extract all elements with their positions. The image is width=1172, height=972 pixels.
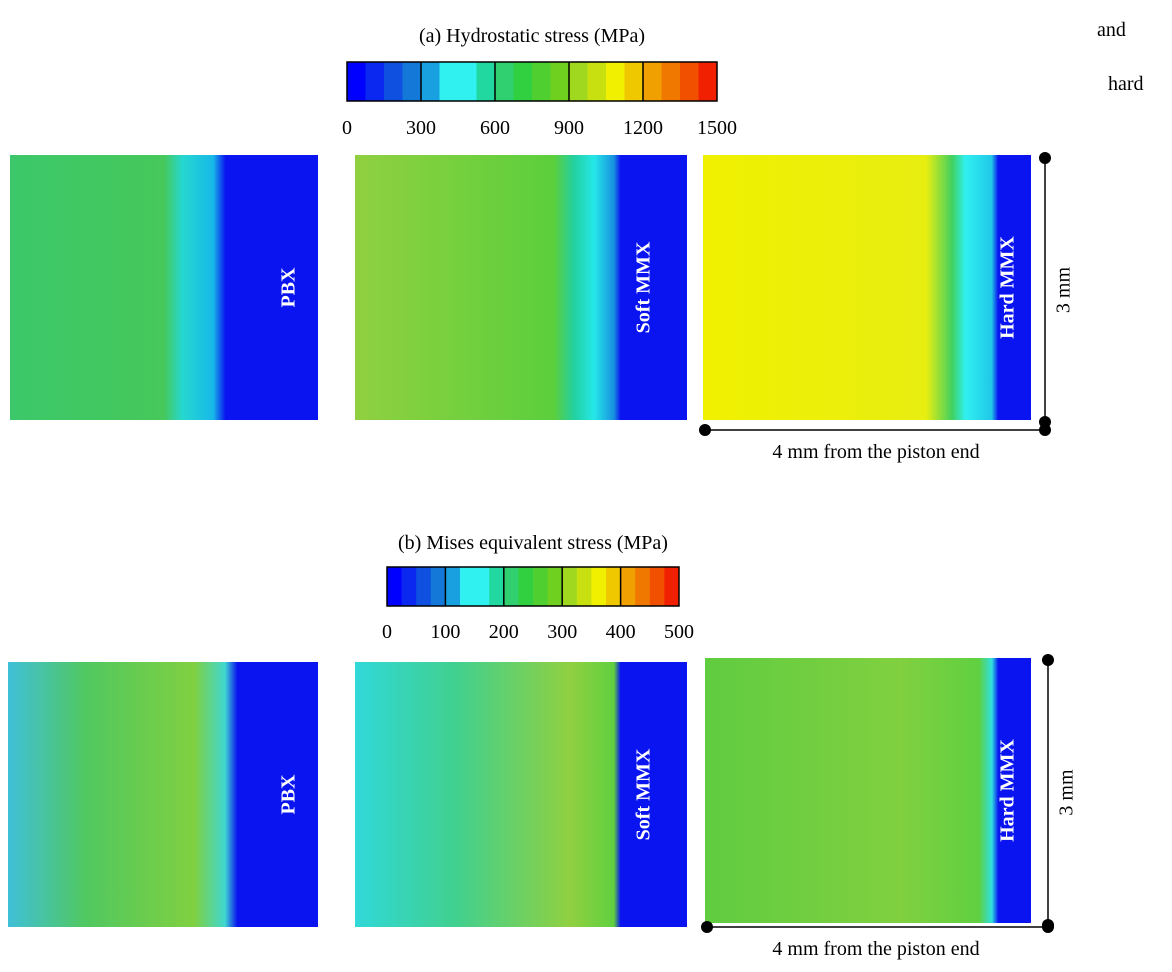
colorbar-segment [460, 567, 476, 606]
colorbar-segment [384, 62, 403, 101]
scale-label: 3 mm [1056, 769, 1078, 816]
colorbar-segment [387, 567, 403, 606]
colorbar-segment [489, 567, 505, 606]
colorbar-tick-label: 300 [547, 621, 577, 643]
colorbar-segment [476, 62, 496, 101]
colorbar-segment [643, 62, 662, 101]
colorbar-segment [439, 62, 459, 101]
colorbar-tick-label: 500 [664, 621, 694, 643]
colorbar-segment [445, 567, 461, 606]
colorbar-segment [430, 567, 446, 606]
colorbar-segment [518, 567, 534, 606]
panel-title: (b) Mises equivalent stress (MPa) [398, 532, 668, 554]
colorbar-segment [698, 62, 718, 101]
colorbar-segment [587, 62, 607, 101]
colorbar-tick-label: 0 [342, 117, 352, 139]
scale-label: 4 mm from the piston end [772, 441, 979, 463]
colorbar-segment [547, 567, 563, 606]
material-label: Soft MMX [633, 241, 655, 333]
colorbar-segment [606, 567, 622, 606]
colorbar-segment [533, 567, 549, 606]
colorbar-tick-label: 300 [406, 117, 436, 139]
colorbar-tick-label: 900 [554, 117, 584, 139]
colorbar-segment [401, 567, 417, 606]
panel-title: (a) Hydrostatic stress (MPa) [419, 25, 645, 47]
colorbar-segment [624, 62, 644, 101]
colorbar-segment [661, 62, 681, 101]
colorbar-tick-label: 1200 [623, 117, 663, 139]
colorbar-segment [620, 567, 636, 606]
colorbar-tick-label: 200 [489, 621, 519, 643]
colorbar-segment [606, 62, 625, 101]
contour-image [355, 155, 687, 420]
contour-image [703, 155, 1031, 420]
scale-label: 3 mm [1053, 267, 1075, 314]
scale-label: 4 mm from the piston end [772, 938, 979, 960]
contour-image [355, 662, 687, 927]
colorbar-tick-label: 0 [382, 621, 392, 643]
colorbar-segment [569, 62, 588, 101]
material-label: Hard MMX [997, 236, 1019, 339]
colorbar-segment [649, 567, 665, 606]
colorbar-segment [635, 567, 651, 606]
colorbar-segment [532, 62, 551, 101]
colorbar-segment [576, 567, 592, 606]
colorbar-segment [562, 567, 578, 606]
material-label: Hard MMX [997, 739, 1019, 842]
material-label: PBX [278, 267, 300, 308]
colorbar-segment [664, 567, 680, 606]
colorbar-tick-label: 400 [606, 621, 636, 643]
colorbar-segment [495, 62, 514, 101]
colorbar-frame [386, 566, 680, 607]
colorbar-tick-label: 600 [480, 117, 510, 139]
colorbar-segment [591, 567, 607, 606]
material-label: Soft MMX [633, 748, 655, 840]
colorbar-tick-label: 1500 [697, 117, 737, 139]
stray-text: hard [1108, 73, 1144, 95]
colorbar-segment [458, 62, 477, 101]
contour-image [10, 155, 318, 420]
colorbar-segment [402, 62, 422, 101]
colorbar-segment [421, 62, 440, 101]
colorbar-segment [550, 62, 570, 101]
stray-text: and [1097, 19, 1126, 41]
colorbar-segment [365, 62, 385, 101]
colorbar-tick-label: 100 [430, 621, 460, 643]
material-label: PBX [278, 774, 300, 815]
colorbar-frame [346, 61, 718, 102]
contour-image [8, 662, 318, 927]
contour-image [705, 658, 1031, 923]
colorbar-segment [513, 62, 533, 101]
colorbar-segment [416, 567, 432, 606]
colorbar-segment [347, 62, 366, 101]
colorbar-segment [680, 62, 699, 101]
colorbar-segment [503, 567, 519, 606]
colorbar-segment [474, 567, 490, 606]
